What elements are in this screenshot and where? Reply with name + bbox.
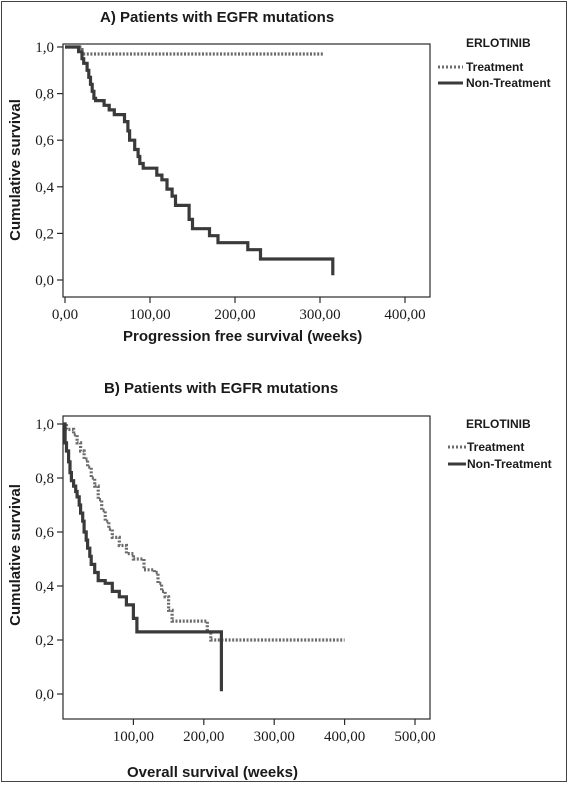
- panel-b-y-tick-label: 0,2: [35, 633, 54, 649]
- panel-a-x-ticks: 0,00 100,00 200,00 300,00 400,00: [52, 297, 426, 323]
- panel-b-x-tick-label: 300,00: [254, 729, 295, 745]
- panel-b-plot-frame: [62, 415, 431, 720]
- panel-a-y-ticks: 0,0 0,2 0,4 0,6 0,8 1,0: [35, 40, 63, 289]
- panel-b-legend-title: ERLOTINIB: [466, 417, 531, 431]
- panel-a-y-tick-label: 0,8: [35, 87, 54, 103]
- panel-a-y-tick-label: 0,4: [35, 180, 54, 196]
- panel-a-y-tick-label: 0,6: [35, 133, 54, 149]
- panel-b-title: B) Patients with EGFR mutations: [104, 380, 338, 397]
- panel-b: B) Patients with EGFR mutations Cumulati…: [7, 380, 552, 781]
- panel-b-series: [63, 422, 345, 692]
- panel-b-y-axis-title: Cumulative survival: [7, 484, 24, 626]
- panel-a-x-tick-label: 400,00: [384, 307, 425, 323]
- panel-a-x-tick-label: 300,00: [299, 307, 340, 323]
- panel-b-series-non-treatment-line: [63, 422, 223, 692]
- panel-a-series-non-treatment-line: [65, 45, 335, 276]
- panel-b-y-tick-label: 0,4: [35, 579, 54, 595]
- panel-b-x-tick-label: 100,00: [113, 729, 154, 745]
- panel-a-y-tick-label: 1,0: [35, 40, 54, 56]
- panel-b-y-ticks: 0,0 0,2 0,4 0,6 0,8 1,0: [35, 417, 63, 703]
- panel-b-y-tick-label: 0,6: [35, 525, 54, 541]
- panel-b-legend-treatment-label: Treatment: [467, 440, 524, 454]
- panel-b-y-tick-label: 1,0: [35, 417, 54, 433]
- panel-a-x-tick-label: 100,00: [129, 307, 170, 323]
- panel-a-legend-treatment-label: Treatment: [466, 60, 523, 74]
- panel-b-x-axis-title: Overall survival (weeks): [127, 764, 298, 781]
- panel-a-x-tick-label: 200,00: [214, 307, 255, 323]
- panel-b-y-tick-label: 0,8: [35, 471, 54, 487]
- panel-b-x-tick-label: 500,00: [394, 729, 435, 745]
- panel-b-x-tick-label: 200,00: [183, 729, 224, 745]
- panel-a-plot-frame: [62, 43, 431, 298]
- panel-a-x-axis-title: Progression free survival (weeks): [123, 328, 362, 345]
- panel-a-series: [65, 45, 335, 276]
- panel-a-y-axis-title: Cumulative survival: [7, 99, 24, 241]
- panel-a: A) Patients with EGFR mutations Cumulati…: [7, 9, 551, 345]
- panel-b-legend-nontreatment-label: Non-Treatment: [467, 457, 552, 471]
- panel-b-x-ticks: 100,00 200,00 300,00 400,00 500,00: [113, 719, 436, 745]
- panel-a-series-treatment-line: [65, 45, 325, 56]
- panel-b-series-treatment-line: [63, 422, 345, 642]
- panel-a-legend-title: ERLOTINIB: [466, 36, 531, 50]
- panel-a-legend-nontreatment-label: Non-Treatment: [466, 76, 551, 90]
- panel-b-x-tick-label: 400,00: [324, 729, 365, 745]
- panel-a-title: A) Patients with EGFR mutations: [100, 9, 334, 26]
- panel-a-y-tick-label: 0,2: [35, 226, 54, 242]
- panel-a-y-tick-label: 0,0: [35, 273, 54, 289]
- panel-a-x-tick-label: 0,00: [52, 307, 78, 323]
- panel-b-y-tick-label: 0,0: [35, 687, 54, 703]
